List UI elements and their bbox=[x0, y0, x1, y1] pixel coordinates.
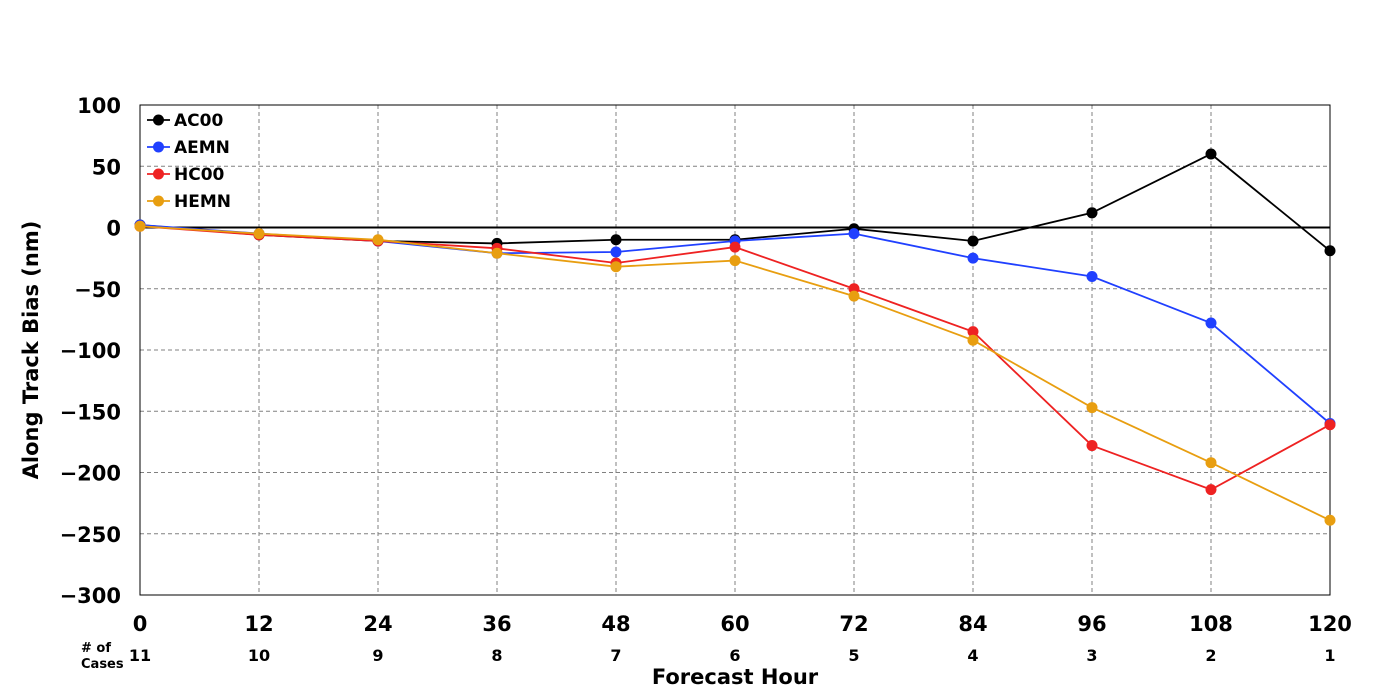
cases-count: 6 bbox=[729, 646, 740, 665]
x-tick-label: 84 bbox=[958, 612, 987, 636]
y-axis-label: Along Track Bias (nm) bbox=[19, 221, 43, 480]
grid-layer bbox=[140, 105, 1330, 595]
legend-marker-hemn bbox=[153, 195, 164, 207]
cases-count: 10 bbox=[248, 646, 270, 665]
legend-label-ac00: AC00 bbox=[174, 111, 223, 131]
series-layer bbox=[134, 148, 1336, 526]
data-point-hemn bbox=[134, 220, 146, 232]
x-tick-label: 120 bbox=[1308, 612, 1352, 636]
data-point-hemn bbox=[848, 290, 860, 302]
data-point-hemn bbox=[610, 261, 622, 273]
y-tick-label: 50 bbox=[92, 155, 121, 179]
cases-label-line1: # of bbox=[81, 641, 111, 656]
x-tick-label: 96 bbox=[1077, 612, 1106, 636]
data-point-aemn bbox=[1086, 271, 1098, 282]
data-point-hc00 bbox=[967, 326, 979, 338]
data-point-hemn bbox=[1324, 514, 1336, 526]
legend-label-aemn: AEMN bbox=[174, 138, 230, 158]
x-tick-label: 108 bbox=[1189, 612, 1233, 636]
cases-count: 4 bbox=[967, 646, 978, 665]
data-point-ac00 bbox=[1205, 148, 1217, 160]
y-tick-label: −300 bbox=[60, 584, 121, 608]
cases-count: 8 bbox=[491, 646, 502, 665]
legend-marker-aemn bbox=[153, 141, 164, 153]
y-tick-label: 0 bbox=[106, 217, 121, 241]
data-point-hemn bbox=[1205, 457, 1217, 469]
legend-label-hemn: HEMN bbox=[174, 192, 231, 212]
axes-layer: 100500−50−100−150−200−250−30001112102493… bbox=[60, 94, 1352, 665]
x-tick-label: 72 bbox=[839, 612, 868, 636]
data-point-ac00 bbox=[1086, 207, 1098, 219]
data-point-ac00 bbox=[610, 234, 622, 246]
data-point-hc00 bbox=[729, 241, 741, 253]
legend-label-hc00: HC00 bbox=[174, 165, 225, 185]
y-tick-label: 100 bbox=[77, 94, 121, 118]
data-point-aemn bbox=[1205, 317, 1217, 329]
data-point-hemn bbox=[967, 334, 979, 346]
x-tick-label: 12 bbox=[244, 612, 273, 636]
legend-marker-hc00 bbox=[153, 168, 164, 180]
data-point-aemn bbox=[967, 252, 979, 264]
x-tick-label: 60 bbox=[720, 612, 749, 636]
data-point-hc00 bbox=[1086, 440, 1098, 452]
x-tick-label: 36 bbox=[482, 612, 511, 636]
data-point-hemn bbox=[253, 228, 265, 240]
y-tick-label: −250 bbox=[60, 523, 121, 547]
x-tick-label: 48 bbox=[601, 612, 630, 636]
cases-count: 3 bbox=[1086, 646, 1097, 665]
cases-count: 11 bbox=[129, 646, 151, 665]
labels-layer: Forecast Hour Along Track Bias (nm) # of… bbox=[19, 221, 819, 689]
x-axis-label: Forecast Hour bbox=[652, 665, 819, 689]
cases-count: 5 bbox=[848, 646, 859, 665]
cases-count: 7 bbox=[610, 646, 621, 665]
y-tick-label: −150 bbox=[60, 400, 121, 424]
cases-count: 1 bbox=[1324, 646, 1335, 665]
data-point-hc00 bbox=[1324, 419, 1336, 431]
cases-count: 2 bbox=[1205, 646, 1216, 665]
legend-marker-ac00 bbox=[153, 114, 164, 126]
data-point-ac00 bbox=[1324, 245, 1336, 257]
y-tick-label: −200 bbox=[60, 462, 121, 486]
data-point-hc00 bbox=[1205, 484, 1217, 496]
y-tick-label: −50 bbox=[74, 278, 121, 302]
x-tick-label: 24 bbox=[363, 612, 392, 636]
data-point-aemn bbox=[848, 228, 860, 240]
plot-frame bbox=[139, 104, 1331, 596]
data-point-aemn bbox=[610, 246, 622, 258]
data-point-hemn bbox=[491, 247, 503, 259]
data-point-hemn bbox=[372, 234, 384, 246]
data-point-hemn bbox=[1086, 402, 1098, 414]
cases-count: 9 bbox=[372, 646, 383, 665]
legend: AC00 AEMN HC00 HEMN bbox=[147, 111, 231, 212]
data-point-hemn bbox=[729, 255, 741, 267]
cases-label-line2: Cases bbox=[81, 657, 124, 672]
y-tick-label: −100 bbox=[60, 339, 121, 363]
x-tick-label: 0 bbox=[133, 612, 148, 636]
data-point-ac00 bbox=[967, 235, 979, 247]
